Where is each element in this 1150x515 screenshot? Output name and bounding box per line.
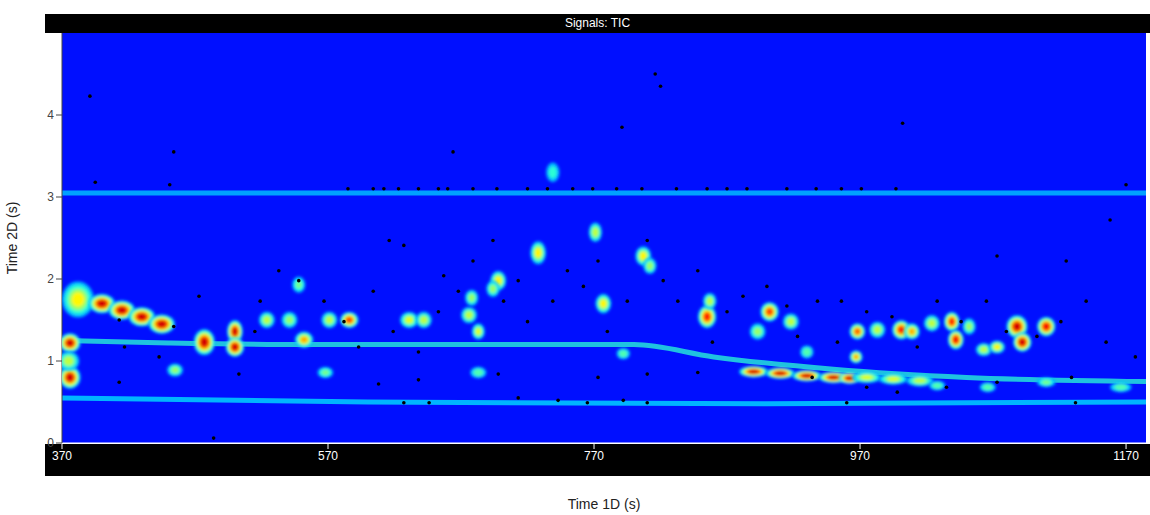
svg-text:4: 4 [47, 108, 54, 122]
svg-text:0: 0 [47, 436, 54, 450]
svg-text:770: 770 [584, 449, 604, 463]
html-text:Signals: TIC: Signals: TIC [564, 16, 631, 30]
svg-text:1: 1 [47, 354, 54, 368]
svg-text:970: 970 [850, 449, 870, 463]
svg-text:2: 2 [47, 272, 54, 286]
svg-text:3: 3 [47, 190, 54, 204]
svg-text:1170: 1170 [1113, 449, 1139, 463]
svg-text:Time 1D (s): Time 1D (s) [568, 496, 641, 512]
svg-text:570: 570 [318, 449, 338, 463]
svg-text:370: 370 [52, 449, 72, 463]
svg-text:Time 2D (s): Time 2D (s) [4, 202, 20, 275]
